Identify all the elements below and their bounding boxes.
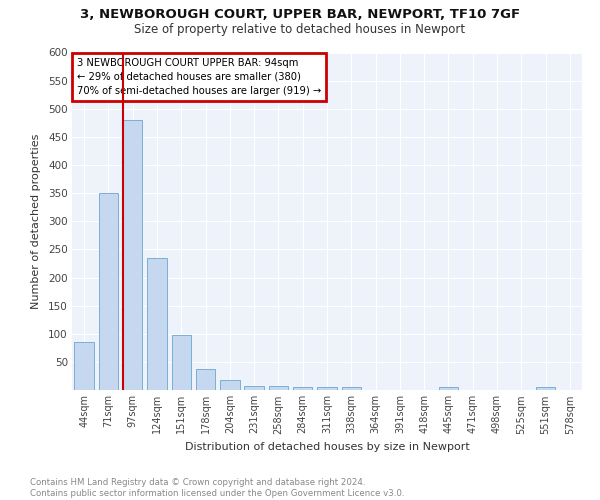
Bar [74,342,94,390]
Bar [99,193,118,390]
Bar [341,387,361,390]
Bar [172,336,191,390]
Bar [536,387,555,390]
Bar [293,387,313,390]
Y-axis label: Number of detached properties: Number of detached properties [31,134,41,309]
Bar [269,386,288,390]
Text: Contains HM Land Registry data © Crown copyright and database right 2024.
Contai: Contains HM Land Registry data © Crown c… [30,478,404,498]
Bar [439,386,458,390]
Bar [147,258,167,390]
X-axis label: Distribution of detached houses by size in Newport: Distribution of detached houses by size … [185,442,469,452]
Bar [317,387,337,390]
Bar [220,380,239,390]
Text: 3 NEWBOROUGH COURT UPPER BAR: 94sqm
← 29% of detached houses are smaller (380)
7: 3 NEWBOROUGH COURT UPPER BAR: 94sqm ← 29… [77,58,322,96]
Text: Size of property relative to detached houses in Newport: Size of property relative to detached ho… [134,22,466,36]
Text: 3, NEWBOROUGH COURT, UPPER BAR, NEWPORT, TF10 7GF: 3, NEWBOROUGH COURT, UPPER BAR, NEWPORT,… [80,8,520,20]
Bar [123,120,142,390]
Bar [244,386,264,390]
Bar [196,369,215,390]
